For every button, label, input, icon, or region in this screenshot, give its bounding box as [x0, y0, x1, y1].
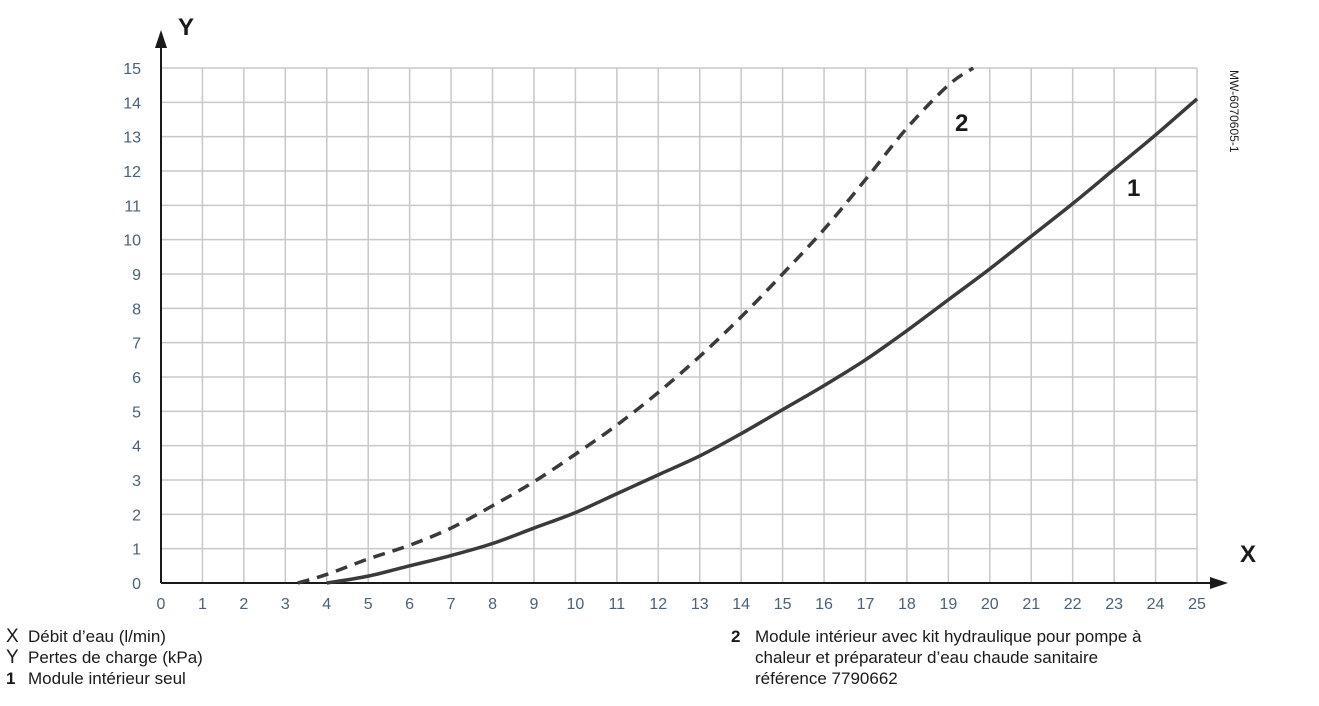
y-tick-label: 14	[123, 95, 141, 112]
y-tick-label: 11	[124, 198, 141, 215]
x-tick-label: 12	[649, 596, 667, 613]
x-tick-label: 5	[364, 596, 373, 613]
x-tick-label: 14	[732, 596, 750, 613]
x-tick-label: 19	[939, 596, 957, 613]
legend-text: Module intérieur seul	[28, 669, 186, 688]
x-tick-label: 9	[530, 596, 539, 613]
x-tick-label: 6	[405, 596, 414, 613]
x-tick-label: 15	[774, 596, 792, 613]
legend-left: X Débit d’eau (l/min) Y Pertes de charge…	[6, 626, 203, 689]
x-tick-label: 22	[1064, 596, 1082, 613]
y-tick-label: 1	[132, 542, 141, 559]
legend-item-2: 2 Module intérieur avec kit hydraulique …	[731, 626, 1311, 689]
y-axis-arrow	[155, 30, 167, 48]
x-tick-label: 24	[1147, 596, 1165, 613]
curve-label-1: 1	[1127, 175, 1140, 202]
legend-item-y: Y Pertes de charge (kPa)	[6, 647, 203, 668]
y-tick-label: 10	[123, 233, 141, 250]
x-tick-label: 8	[488, 596, 497, 613]
reference-code: MW-6070605-1	[1227, 70, 1241, 153]
x-tick-label: 1	[198, 596, 207, 613]
x-tick-label: 3	[281, 596, 290, 613]
x-tick-label: 2	[239, 596, 248, 613]
chart-curves	[297, 66, 1199, 585]
y-tick-label: 7	[132, 336, 141, 353]
legend-key: 2	[731, 627, 741, 646]
legend-text: Pertes de charge (kPa)	[28, 648, 203, 667]
x-tick-label: 11	[609, 596, 626, 613]
y-axis-letter: Y	[178, 14, 194, 41]
legend-key: 1	[6, 669, 16, 688]
legend-item-x: X Débit d’eau (l/min)	[6, 626, 203, 647]
y-tick-label: 2	[132, 507, 141, 524]
legend-item-1: 1 Module intérieur seul	[6, 668, 203, 689]
y-tick-label: 12	[123, 164, 141, 181]
y-tick-label: 4	[132, 439, 141, 456]
x-tick-label: 17	[857, 596, 875, 613]
x-axis-letter: X	[1240, 541, 1256, 568]
curve-series-1	[326, 97, 1199, 585]
legend-key: X	[6, 626, 19, 647]
x-tick-label: 10	[567, 596, 585, 613]
y-tick-label: 8	[132, 301, 141, 318]
legend-text: Module intérieur avec kit hydraulique po…	[755, 627, 1142, 688]
x-tick-label: 0	[157, 596, 166, 613]
x-tick-label: 4	[322, 596, 331, 613]
x-tick-label: 23	[1105, 596, 1123, 613]
y-tick-label: 0	[132, 576, 141, 593]
x-tick-label: 20	[981, 596, 999, 613]
chart-grid	[161, 67, 1198, 583]
x-tick-label: 7	[447, 596, 456, 613]
y-tick-label: 15	[123, 61, 141, 78]
y-tick-label: 6	[132, 370, 141, 387]
y-tick-label: 9	[132, 267, 141, 284]
chart-tick-labels: 0 1 2 3 4 5 6 7 8 9 10 11 12 13 14 15 16 17 18 19 20 21 22 23 24…	[123, 61, 1206, 613]
curve-label-2: 2	[955, 110, 968, 137]
legend-key: Y	[6, 647, 19, 668]
x-axis-arrow	[1210, 577, 1228, 589]
y-tick-label: 5	[132, 404, 141, 421]
legend-right: 2 Module intérieur avec kit hydraulique …	[731, 626, 1311, 689]
legend-text: Débit d’eau (l/min)	[28, 627, 166, 646]
x-tick-label: 21	[1022, 596, 1040, 613]
x-tick-label: 25	[1188, 596, 1206, 613]
y-tick-label: 13	[123, 130, 141, 147]
x-tick-label: 13	[691, 596, 709, 613]
chart-axes	[155, 30, 1228, 589]
y-tick-label: 3	[132, 473, 141, 490]
x-tick-label: 16	[815, 596, 833, 613]
pressure-loss-chart: 0 1 2 3 4 5 6 7 8 9 10 11 12 13 14 15 16 17 18 19 20 21 22 23 24…	[123, 14, 1256, 613]
x-tick-label: 18	[898, 596, 916, 613]
curve-series-2	[297, 66, 975, 585]
